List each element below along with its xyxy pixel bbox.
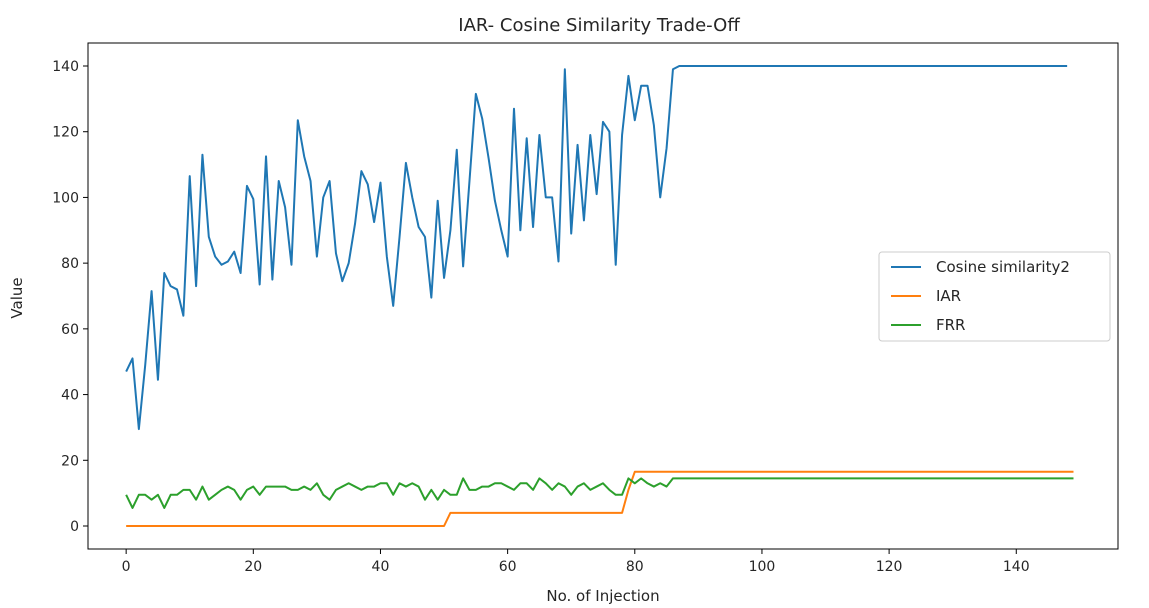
y-tick-label: 120 — [52, 125, 79, 141]
y-axis-label: Value — [8, 277, 26, 318]
legend: Cosine similarity2 IAR FRR — [878, 251, 1111, 342]
x-tick-label: 80 — [626, 559, 644, 575]
x-tick-label: 40 — [372, 559, 390, 575]
chart-title: IAR- Cosine Similarity Trade-Off — [458, 15, 740, 36]
x-axis-label: No. of Injection — [546, 587, 659, 605]
y-tick-label: 100 — [52, 190, 79, 206]
legend-label: FRR — [936, 316, 965, 334]
x-tick-label: 120 — [876, 559, 903, 575]
y-tick-label: 80 — [61, 256, 79, 272]
x-tick-label: 100 — [749, 559, 776, 575]
series-line-cosine-similarity2 — [125, 65, 1068, 431]
x-tick-label: 0 — [122, 559, 131, 575]
series-line-frr — [125, 477, 1074, 509]
x-tick-label: 20 — [244, 559, 262, 575]
y-tick-label: 0 — [70, 519, 79, 535]
plot-lines — [125, 65, 1074, 527]
y-tick-label: 140 — [52, 59, 79, 75]
series-line-iar — [126, 470, 1074, 527]
x-tick-label: 140 — [1003, 559, 1030, 575]
y-tick-label: 20 — [61, 453, 79, 469]
legend-label: Cosine similarity2 — [936, 258, 1070, 276]
y-tick-label: 60 — [61, 322, 79, 338]
legend-box — [878, 251, 1111, 342]
y-tick-label: 40 — [61, 388, 79, 404]
plot-frame — [87, 42, 1119, 550]
x-axis-ticks: 0 20 40 60 80 100 120 140 — [122, 549, 1030, 575]
legend-label: IAR — [936, 287, 961, 305]
y-axis-ticks: 0 20 40 60 80 100 120 140 — [52, 59, 88, 535]
x-tick-label: 60 — [499, 559, 517, 575]
